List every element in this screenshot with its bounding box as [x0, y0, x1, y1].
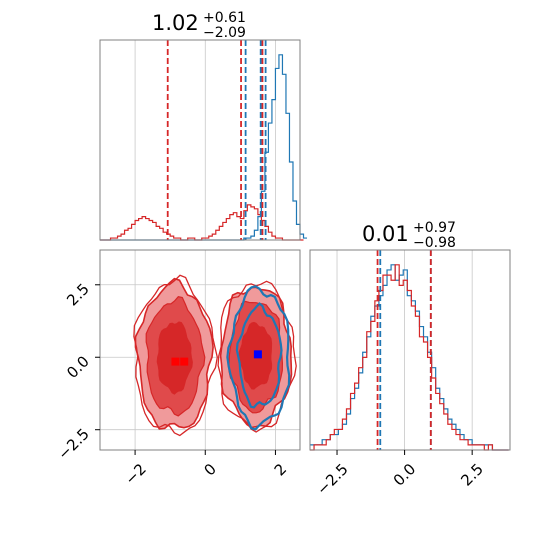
contour-ytick-label-1: 0.0 [63, 352, 93, 382]
contour-marker-red-2 [180, 357, 189, 366]
histogram-2-title-upper: +0.97 [413, 220, 456, 236]
histogram-1-title-upper: +0.61 [203, 10, 246, 26]
histogram-1-series-red [100, 204, 304, 241]
histogram-2-title-value: 0.01 [362, 222, 409, 246]
red-contour-0-outer-line [133, 274, 218, 437]
contour-marker-blue-0 [253, 350, 262, 359]
histogram-2-frame [309, 249, 511, 451]
histogram-1-title-value: 1.02 [152, 11, 199, 35]
histogram-2-series-red [310, 264, 509, 451]
histogram-2-xtick-label-1: 0.0 [390, 460, 420, 490]
contour-xtick-label-0: −2 [121, 460, 149, 488]
histogram-panel-param-1: 1.02 +0.61 −2.09 [99, 10, 308, 241]
histogram-2-xtick-label-0: −2.5 [313, 460, 351, 498]
contour-xtick-label-2: 2 [271, 460, 290, 479]
red-contour-1-outer-line [217, 280, 297, 433]
histogram-2-series-blue [310, 264, 509, 451]
blue-contour-level-1 [235, 302, 283, 409]
contour-xtick-label-1: 0 [201, 460, 220, 479]
blue-contour-level-0 [226, 285, 291, 431]
contour-panel: −2 0 2 −2.5 0.0 2.5 [54, 249, 301, 488]
contour-ytick-label-2: 2.5 [63, 280, 93, 310]
histogram-1-frame [99, 39, 301, 241]
histogram-2-xtick-label-2: 2.5 [457, 460, 487, 490]
contour-ytick-label-0: −2.5 [54, 425, 92, 463]
histogram-2-title-lower: −0.98 [413, 235, 456, 251]
contour-frame [99, 249, 301, 451]
histogram-1-series-blue [100, 54, 308, 241]
histogram-1-title-lower: −2.09 [203, 25, 246, 41]
contour-marker-red-1 [171, 357, 180, 366]
histogram-panel-param-2: −2.5 0.0 2.5 0.01 +0.97 −0.98 [309, 220, 511, 499]
